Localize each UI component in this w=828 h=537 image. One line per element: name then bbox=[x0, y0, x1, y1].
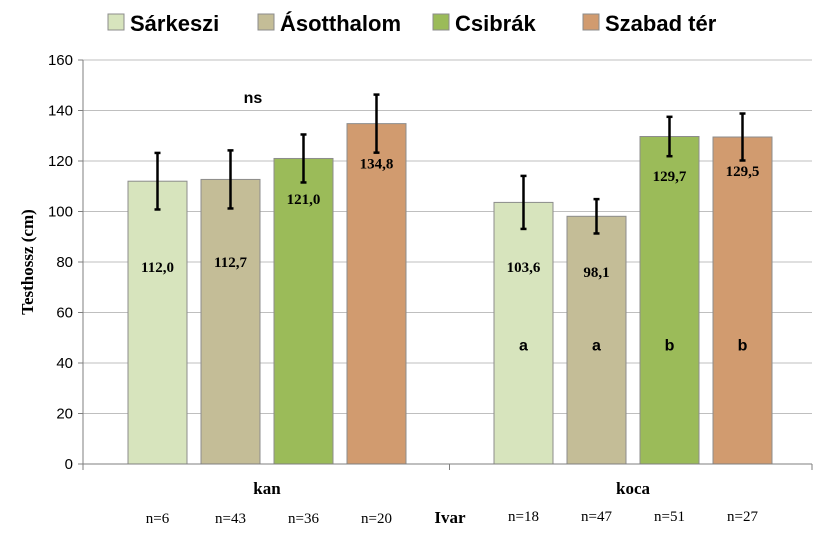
sample-size: n=27 bbox=[727, 509, 758, 525]
y-tick-label: 40 bbox=[56, 355, 73, 372]
sample-size: n=43 bbox=[215, 511, 246, 527]
x-category-label: kan bbox=[253, 479, 281, 498]
legend-label-1: Sárkeszi bbox=[130, 11, 219, 36]
y-tick-label: 100 bbox=[48, 204, 73, 221]
legend: Sárkeszi Ásotthalom Csibrák Szabad tér bbox=[107, 11, 717, 36]
bar-kan-1 bbox=[127, 180, 188, 465]
data-label: 103,6 bbox=[507, 260, 541, 276]
data-label: 112,7 bbox=[214, 255, 247, 271]
sample-size: n=18 bbox=[508, 509, 539, 525]
y-tick-label: 80 bbox=[56, 254, 73, 271]
legend-swatch-2 bbox=[257, 13, 275, 31]
sample-size: n=47 bbox=[581, 509, 612, 525]
axes bbox=[82, 60, 813, 470]
y-axis-ticks: 0 20 40 60 80 100 120 140 160 bbox=[48, 52, 83, 473]
y-tick-label: 160 bbox=[48, 52, 73, 69]
data-label: 98,1 bbox=[583, 265, 609, 281]
significance-letter: a bbox=[519, 337, 528, 354]
data-label: 112,0 bbox=[141, 260, 174, 276]
bar-kan-4 bbox=[346, 123, 407, 465]
bar-koca-2 bbox=[566, 215, 627, 465]
gridlines bbox=[83, 59, 812, 414]
data-label: 129,5 bbox=[726, 164, 760, 180]
group-annotation: ns bbox=[244, 90, 263, 107]
y-axis-label: Testhossz (cm) bbox=[18, 209, 37, 315]
legend-swatch-4 bbox=[582, 13, 600, 31]
x-axis-label: Ivar bbox=[434, 508, 466, 527]
significance-letter: a bbox=[592, 337, 601, 354]
x-category-label: koca bbox=[616, 479, 651, 498]
y-tick-label: 60 bbox=[56, 305, 73, 322]
legend-swatch-3 bbox=[432, 13, 450, 31]
data-label: 121,0 bbox=[287, 192, 321, 208]
sample-size: n=51 bbox=[654, 509, 685, 525]
significance-letter: b bbox=[738, 337, 748, 354]
y-tick-label: 20 bbox=[56, 406, 73, 423]
bars: 112,0 112,7 121,0 134,8 ns 103,6 a 98,1 a 129,7 b 1… bbox=[127, 90, 773, 465]
legend-label-3: Csibrák bbox=[455, 11, 536, 36]
legend-label-4: Szabad tér bbox=[605, 11, 717, 36]
legend-swatch-1 bbox=[107, 13, 125, 31]
bar-koca-3 bbox=[639, 136, 700, 465]
y-tick-label: 140 bbox=[48, 103, 73, 120]
significance-letter: b bbox=[665, 337, 675, 354]
y-tick-label: 120 bbox=[48, 153, 73, 170]
sample-sizes: n=6 n=43 n=36 n=20 n=18 n=47 n=51 n=27 bbox=[146, 509, 759, 527]
data-label: 134,8 bbox=[360, 157, 394, 173]
bar-kan-3 bbox=[273, 157, 334, 465]
x-axis-categories: kan koca bbox=[253, 479, 650, 498]
bar-kan-2 bbox=[200, 178, 261, 465]
bar-koca-1 bbox=[493, 201, 554, 465]
sample-size: n=36 bbox=[288, 511, 319, 527]
sample-size: n=20 bbox=[361, 511, 392, 527]
data-label: 129,7 bbox=[653, 169, 687, 185]
legend-label-2: Ásotthalom bbox=[280, 11, 401, 36]
sample-size: n=6 bbox=[146, 511, 170, 527]
y-tick-label: 0 bbox=[65, 456, 73, 473]
bar-koca-4 bbox=[712, 136, 773, 465]
